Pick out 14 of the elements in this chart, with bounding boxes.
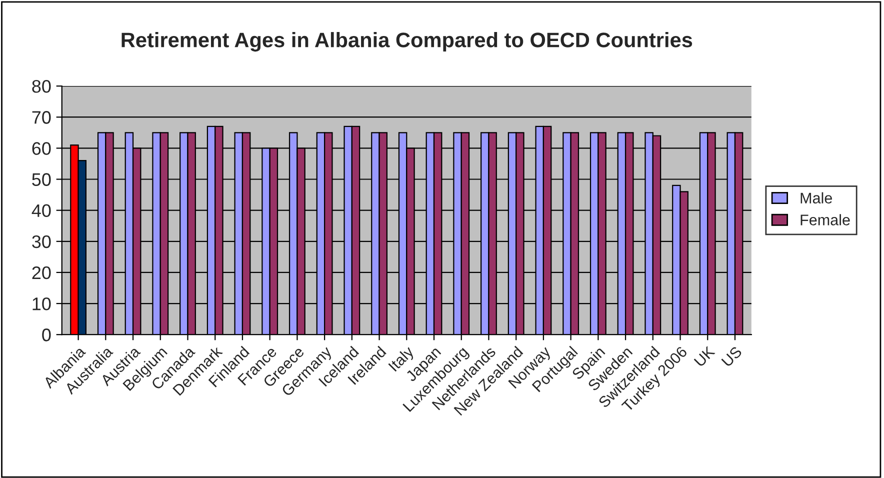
y-tick-label: 0 bbox=[42, 328, 51, 342]
y-tick-label: 60 bbox=[32, 142, 51, 155]
y-tick-label: 40 bbox=[32, 204, 51, 218]
y-tick-label: 80 bbox=[32, 80, 51, 93]
y-tick-label: 50 bbox=[32, 173, 51, 186]
x-tick-label: US bbox=[721, 346, 742, 368]
legend-label: Male bbox=[800, 192, 832, 204]
y-tick-label: 30 bbox=[32, 235, 51, 248]
y-tick-label: 10 bbox=[32, 297, 51, 310]
x-tick-label: UK bbox=[694, 346, 716, 368]
y-tick-label: 70 bbox=[32, 111, 51, 124]
y-tick-label: 20 bbox=[32, 266, 51, 280]
legend-label: Female bbox=[800, 214, 850, 226]
chart-title: Retirement Ages in Albania Compared to OECD Countries bbox=[122, 32, 692, 52]
